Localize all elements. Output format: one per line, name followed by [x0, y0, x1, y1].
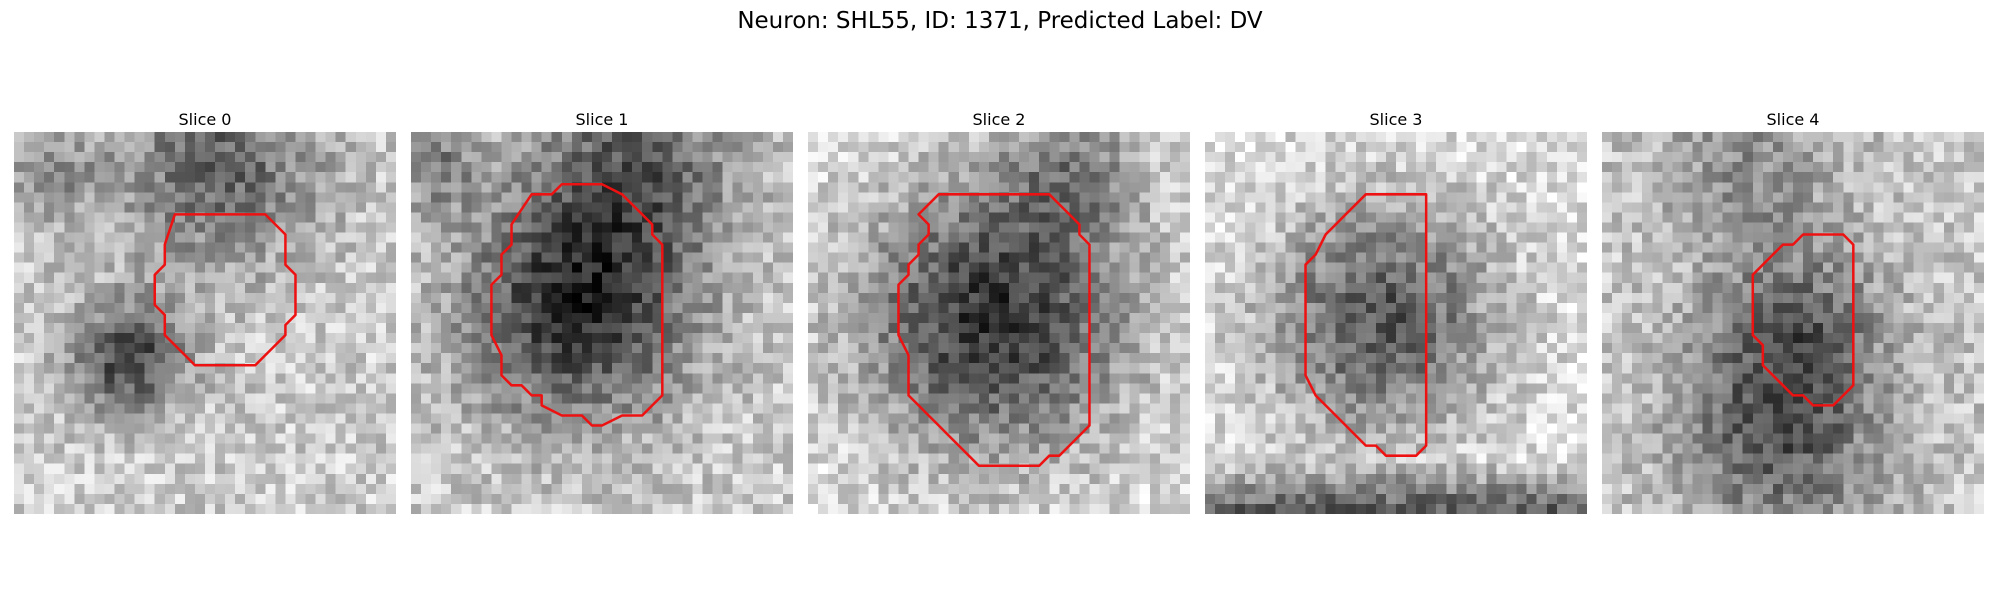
roi-contour	[897, 193, 1091, 467]
slice-panel-4: Slice 4	[1602, 108, 1984, 514]
slice-title: Slice 1	[575, 110, 629, 129]
slice-image	[1602, 132, 1984, 514]
contour-overlay	[1751, 233, 1855, 407]
slice-title: Slice 2	[972, 110, 1026, 129]
roi-contour	[1304, 193, 1428, 457]
contour-overlay	[1304, 193, 1428, 457]
slice-panel-2: Slice 2	[808, 108, 1190, 514]
slice-panel-3: Slice 3	[1205, 108, 1587, 514]
slice-title: Slice 4	[1766, 110, 1820, 129]
roi-contour	[1751, 233, 1855, 407]
roi-contour	[153, 213, 297, 367]
contour-overlay	[490, 183, 664, 427]
slice-panel-1: Slice 1	[411, 108, 793, 514]
slice-title: Slice 3	[1369, 110, 1423, 129]
roi-contour	[490, 183, 664, 427]
figure-title: Neuron: SHL55, ID: 1371, Predicted Label…	[737, 8, 1263, 34]
slice-image	[411, 132, 793, 514]
slice-image	[1205, 132, 1587, 514]
contour-overlay	[153, 213, 297, 367]
slice-image	[808, 132, 1190, 514]
slice-image	[14, 132, 396, 514]
contour-overlay	[897, 193, 1091, 467]
slice-panel-0: Slice 0	[14, 108, 396, 514]
slice-title: Slice 0	[178, 110, 232, 129]
